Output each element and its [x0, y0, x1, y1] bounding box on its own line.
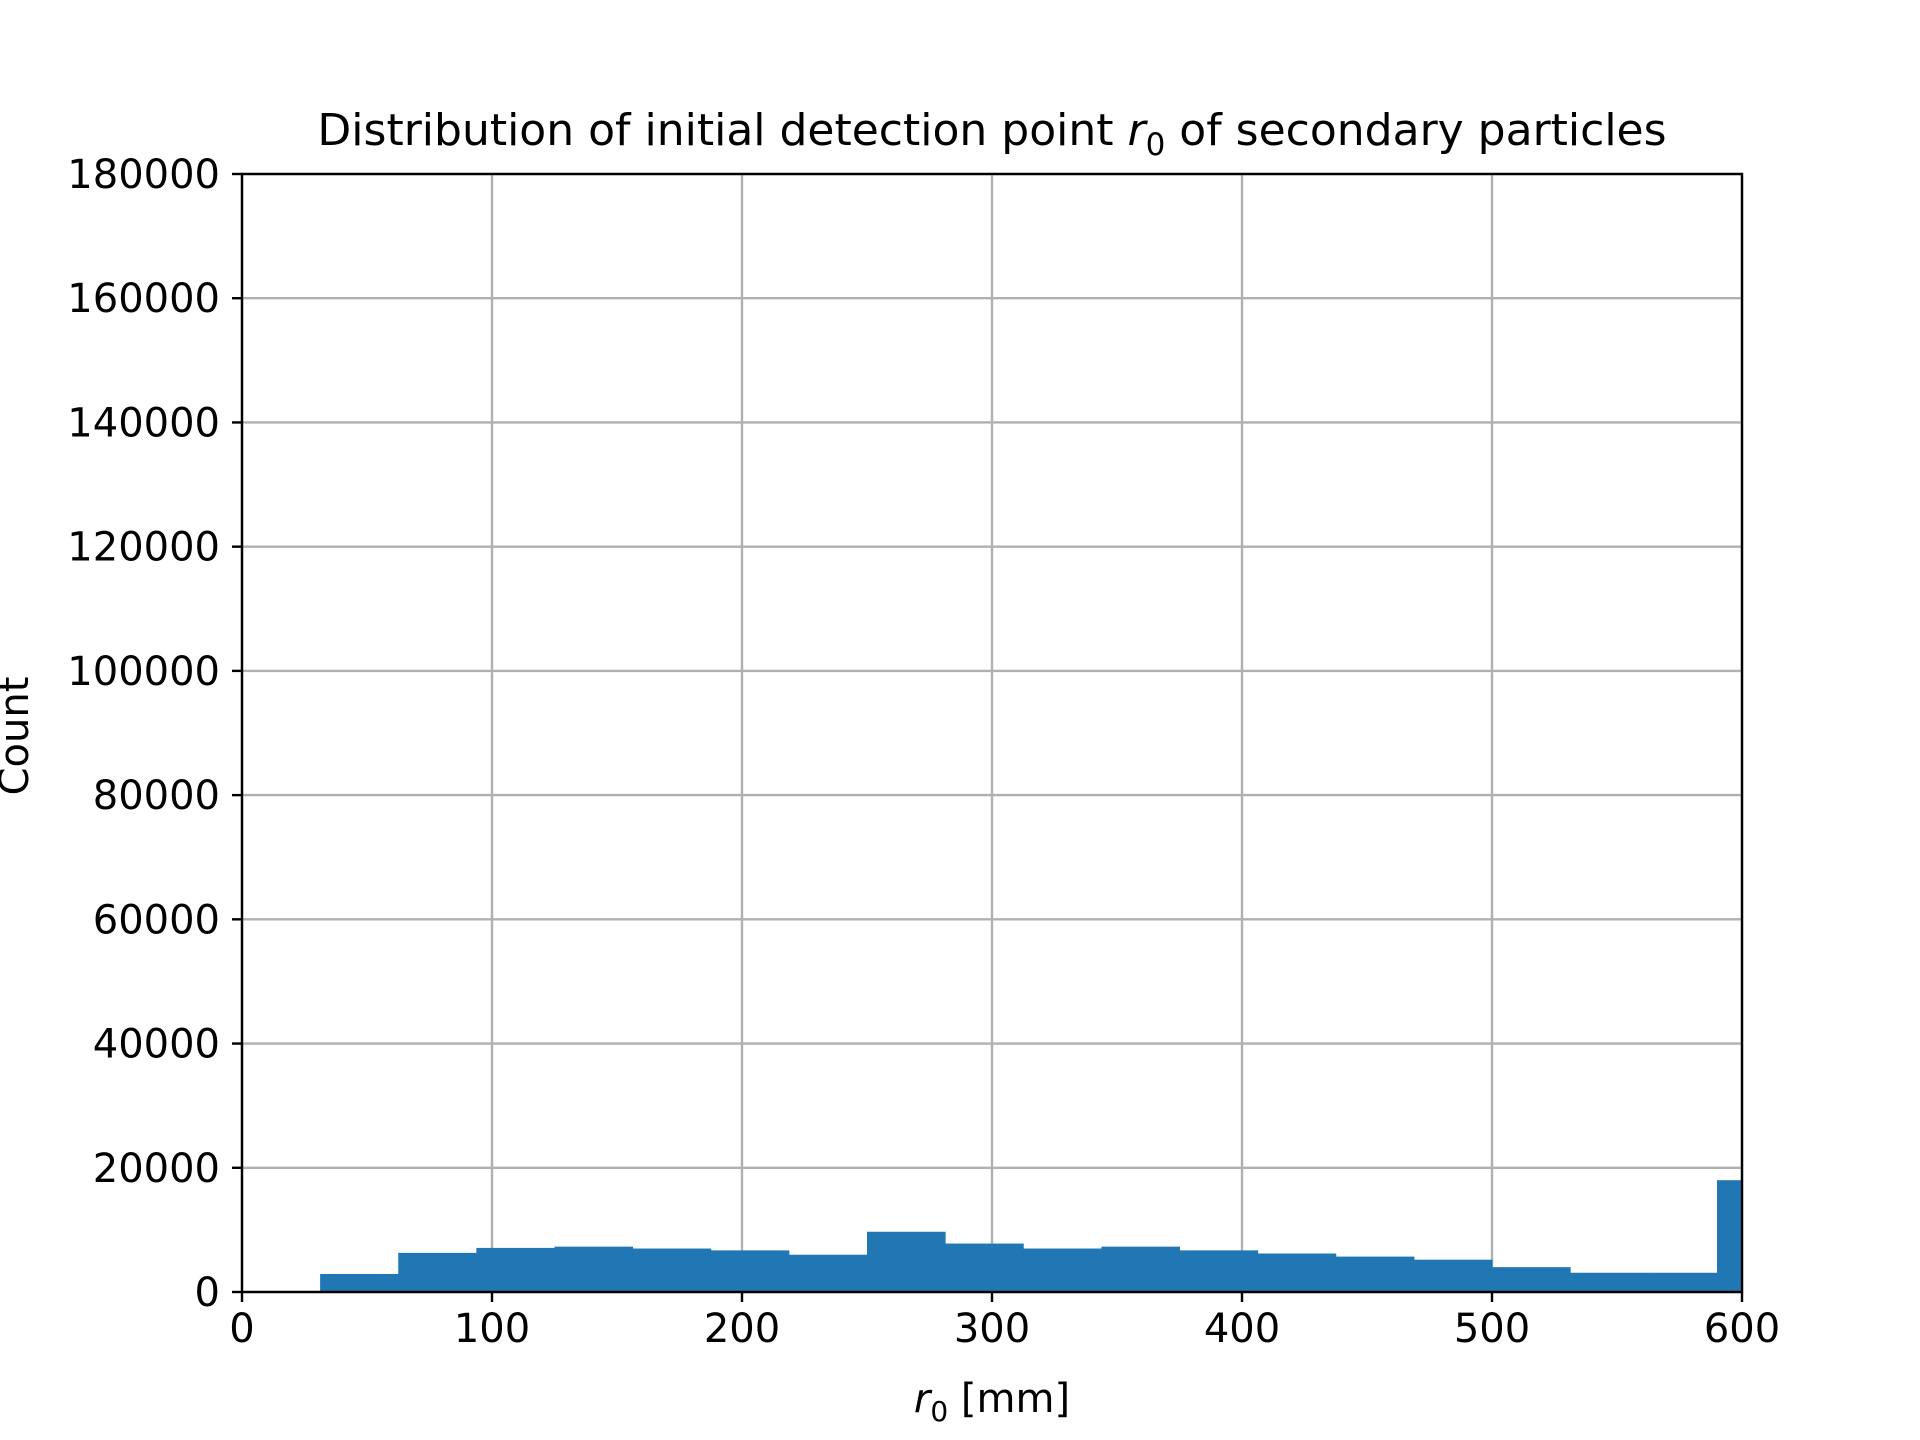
histogram-bar: [788, 1254, 868, 1292]
histogram-bar: [1101, 1246, 1180, 1292]
histogram-bar: [320, 1273, 399, 1292]
histogram-bar: [945, 1243, 1024, 1292]
y-tick-label: 100000: [67, 649, 220, 695]
y-tick-label: 120000: [67, 525, 220, 571]
histogram-bar: [1492, 1267, 1571, 1292]
histogram-bar: [867, 1231, 946, 1292]
y-tick-label: 160000: [67, 276, 220, 322]
x-tick-label: 200: [704, 1306, 780, 1352]
histogram-bar: [1335, 1256, 1415, 1292]
x-tick-label: 0: [229, 1306, 254, 1352]
grid-lines: [240, 172, 1744, 1294]
y-tick-label: 60000: [93, 897, 220, 943]
x-axis-label: r0 [mm]: [914, 1376, 1070, 1428]
axes: 0 100 200 300 400 500 600 0 20000 40000 60000 80000…: [67, 152, 1780, 1352]
histogram-bar: [476, 1247, 555, 1292]
histogram-bar: [1023, 1248, 1102, 1292]
y-tick-label: 20000: [93, 1146, 220, 1192]
histogram-bar: [1648, 1272, 1718, 1292]
x-tick-label: 400: [1204, 1306, 1280, 1352]
histogram-bar: [1179, 1250, 1259, 1292]
histogram-bar: [1717, 1180, 1743, 1292]
histogram-bar: [710, 1250, 790, 1292]
histogram-bar: [632, 1248, 712, 1292]
y-axis-label: Count: [0, 677, 38, 796]
x-tick-label: 500: [1454, 1306, 1530, 1352]
x-tick-label: 100: [454, 1306, 530, 1352]
y-tick-label: 40000: [93, 1022, 220, 1068]
y-tick-label: 180000: [67, 152, 220, 198]
histogram-bar: [1413, 1259, 1493, 1292]
histogram-bar: [554, 1246, 634, 1292]
x-tick-label: 300: [954, 1306, 1030, 1352]
y-tick-label: 0: [195, 1270, 220, 1316]
histogram-bars: [320, 1180, 1743, 1292]
x-tick-label: 600: [1704, 1306, 1780, 1352]
chart-title: Distribution of initial detection point …: [317, 105, 1666, 163]
y-tick-label: 80000: [93, 773, 220, 819]
y-tick-label: 140000: [67, 400, 220, 446]
histogram-bar: [398, 1252, 477, 1292]
histogram-bar: [1257, 1253, 1337, 1292]
histogram-bar: [1570, 1272, 1649, 1292]
